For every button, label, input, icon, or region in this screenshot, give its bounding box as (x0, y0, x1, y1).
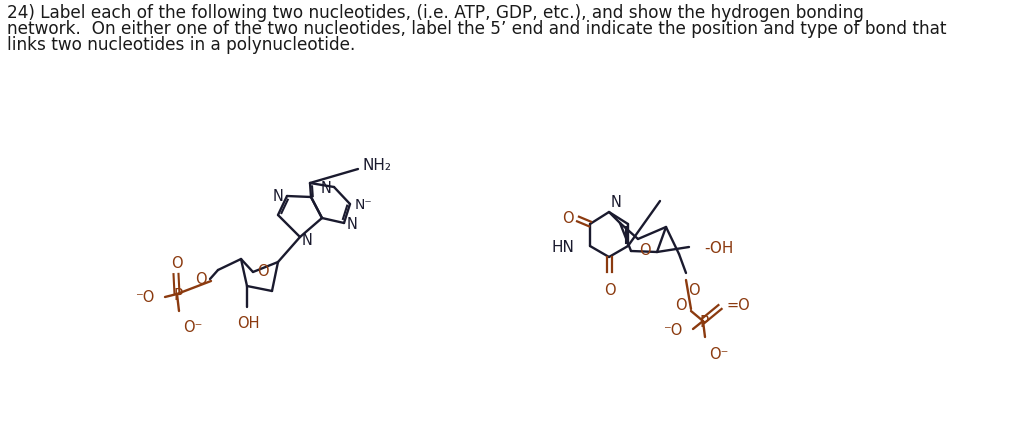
Text: HN: HN (551, 240, 574, 255)
Text: O: O (562, 211, 574, 226)
Text: ⁻O: ⁻O (663, 323, 682, 338)
Text: O⁻: O⁻ (183, 319, 203, 334)
Text: O: O (257, 264, 268, 279)
Text: O: O (604, 282, 615, 297)
Text: N⁻: N⁻ (355, 198, 373, 211)
Text: N: N (321, 181, 331, 196)
Text: NH₂: NH₂ (362, 157, 391, 172)
Text: ⁻O: ⁻O (134, 290, 154, 305)
Text: =O: =O (726, 298, 750, 313)
Text: P: P (699, 315, 709, 330)
Text: 24) Label each of the following two nucleotides, (i.e. ATP, GDP, etc.), and show: 24) Label each of the following two nucl… (7, 4, 864, 22)
Text: network.  On either one of the two nucleotides, label the 5’ end and indicate th: network. On either one of the two nucleo… (7, 20, 946, 38)
Text: N: N (611, 195, 622, 210)
Text: O: O (676, 298, 687, 313)
Text: O⁻: O⁻ (709, 346, 728, 361)
Text: -OH: -OH (705, 241, 733, 256)
Text: O: O (171, 256, 183, 271)
Text: OH: OH (237, 315, 259, 330)
Text: O: O (639, 242, 650, 257)
Text: P: P (173, 287, 182, 302)
Text: N: N (302, 233, 313, 248)
Text: links two nucleotides in a polynucleotide.: links two nucleotides in a polynucleotid… (7, 36, 355, 54)
Text: N: N (347, 217, 357, 232)
Text: O: O (688, 282, 699, 297)
Text: O: O (196, 271, 207, 286)
Text: N: N (273, 189, 284, 204)
